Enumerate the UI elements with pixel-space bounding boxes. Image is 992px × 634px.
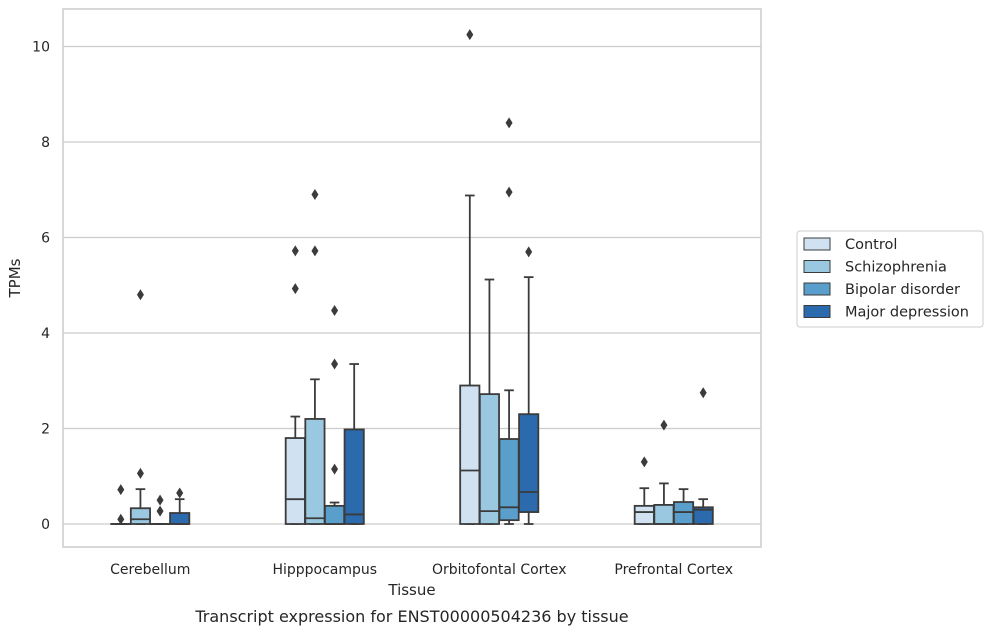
box-group — [653, 419, 675, 525]
y-axis-ticks: 0 2 4 6 8 10 — [32, 40, 50, 534]
outlier-point — [117, 484, 125, 496]
box-group — [129, 289, 151, 525]
box — [169, 512, 191, 525]
outlier-point — [176, 487, 184, 499]
box — [673, 501, 695, 525]
box-group — [343, 363, 365, 525]
outlier-point — [136, 467, 144, 479]
box-group — [284, 245, 306, 525]
box-group — [673, 488, 695, 525]
box — [653, 503, 675, 525]
legend-label: Control — [845, 237, 897, 253]
y-axis-label: TPMs — [6, 258, 24, 298]
outlier-point — [156, 505, 164, 517]
box — [284, 437, 306, 525]
chart-caption: Transcript expression for ENST0000050423… — [194, 607, 628, 626]
legend-swatch — [803, 305, 831, 318]
legend-frame — [796, 230, 984, 328]
outlier-point — [525, 246, 533, 258]
box — [518, 413, 540, 513]
legend-swatch — [803, 237, 831, 251]
outlier-point — [331, 305, 339, 317]
outlier-point — [505, 186, 513, 198]
legend-label: Schizophrenia — [845, 260, 947, 276]
plot-frame — [62, 8, 762, 548]
outlier-point — [466, 29, 474, 41]
box-group — [304, 189, 326, 525]
box-group — [149, 494, 171, 525]
legend: Control Schizophrenia Bipolar disorder Majo… — [796, 230, 984, 328]
outlier-point — [331, 463, 339, 475]
box-group — [110, 484, 132, 525]
outlier-point — [156, 494, 164, 506]
x-tick-label: Hipppocampus — [272, 562, 377, 578]
outlier-point — [331, 358, 339, 370]
outlier-point — [117, 513, 125, 525]
x-tick-label: Orbitofontal Cortex — [432, 562, 567, 578]
x-tick-label: Prefrontal Cortex — [614, 562, 733, 578]
box — [692, 506, 714, 525]
y-tick-label: 2 — [41, 422, 50, 438]
outlier-point — [291, 245, 299, 257]
box-group — [518, 246, 540, 525]
y-tick-label: 10 — [32, 40, 50, 56]
legend-label: Bipolar disorder — [845, 282, 960, 298]
legend-swatch — [803, 282, 831, 296]
x-axis-label: Tissue — [387, 581, 435, 599]
outlier-point — [660, 419, 668, 431]
outlier-point — [136, 289, 144, 301]
legend-label: Major depression — [845, 305, 969, 321]
x-axis-ticks: Cerebellum Hipppocampus Orbitofontal Corte… — [110, 562, 733, 578]
y-tick-label: 6 — [41, 231, 50, 247]
box-group — [169, 487, 191, 525]
outlier-point — [311, 189, 319, 201]
outlier-point — [505, 117, 513, 129]
y-tick-label: 8 — [41, 135, 50, 151]
y-tick-label: 4 — [41, 326, 50, 342]
box — [633, 504, 655, 525]
gridlines — [63, 45, 761, 525]
box — [478, 393, 500, 525]
box-group — [459, 29, 481, 525]
box — [324, 504, 346, 525]
x-tick-label: Cerebellum — [110, 562, 190, 578]
box — [343, 428, 365, 525]
box-group — [478, 278, 500, 525]
box — [304, 418, 326, 525]
box-group — [692, 387, 714, 525]
box-plot-marks — [110, 29, 714, 525]
box — [129, 507, 151, 525]
legend-swatch — [803, 260, 831, 273]
outlier-point — [640, 456, 648, 468]
outlier-point — [291, 283, 299, 295]
y-tick-label: 0 — [41, 517, 50, 533]
box-group — [324, 305, 346, 525]
box — [459, 384, 481, 525]
box-group — [498, 117, 520, 525]
box-group — [633, 456, 655, 525]
outlier-point — [311, 245, 319, 257]
outlier-point — [699, 387, 707, 399]
